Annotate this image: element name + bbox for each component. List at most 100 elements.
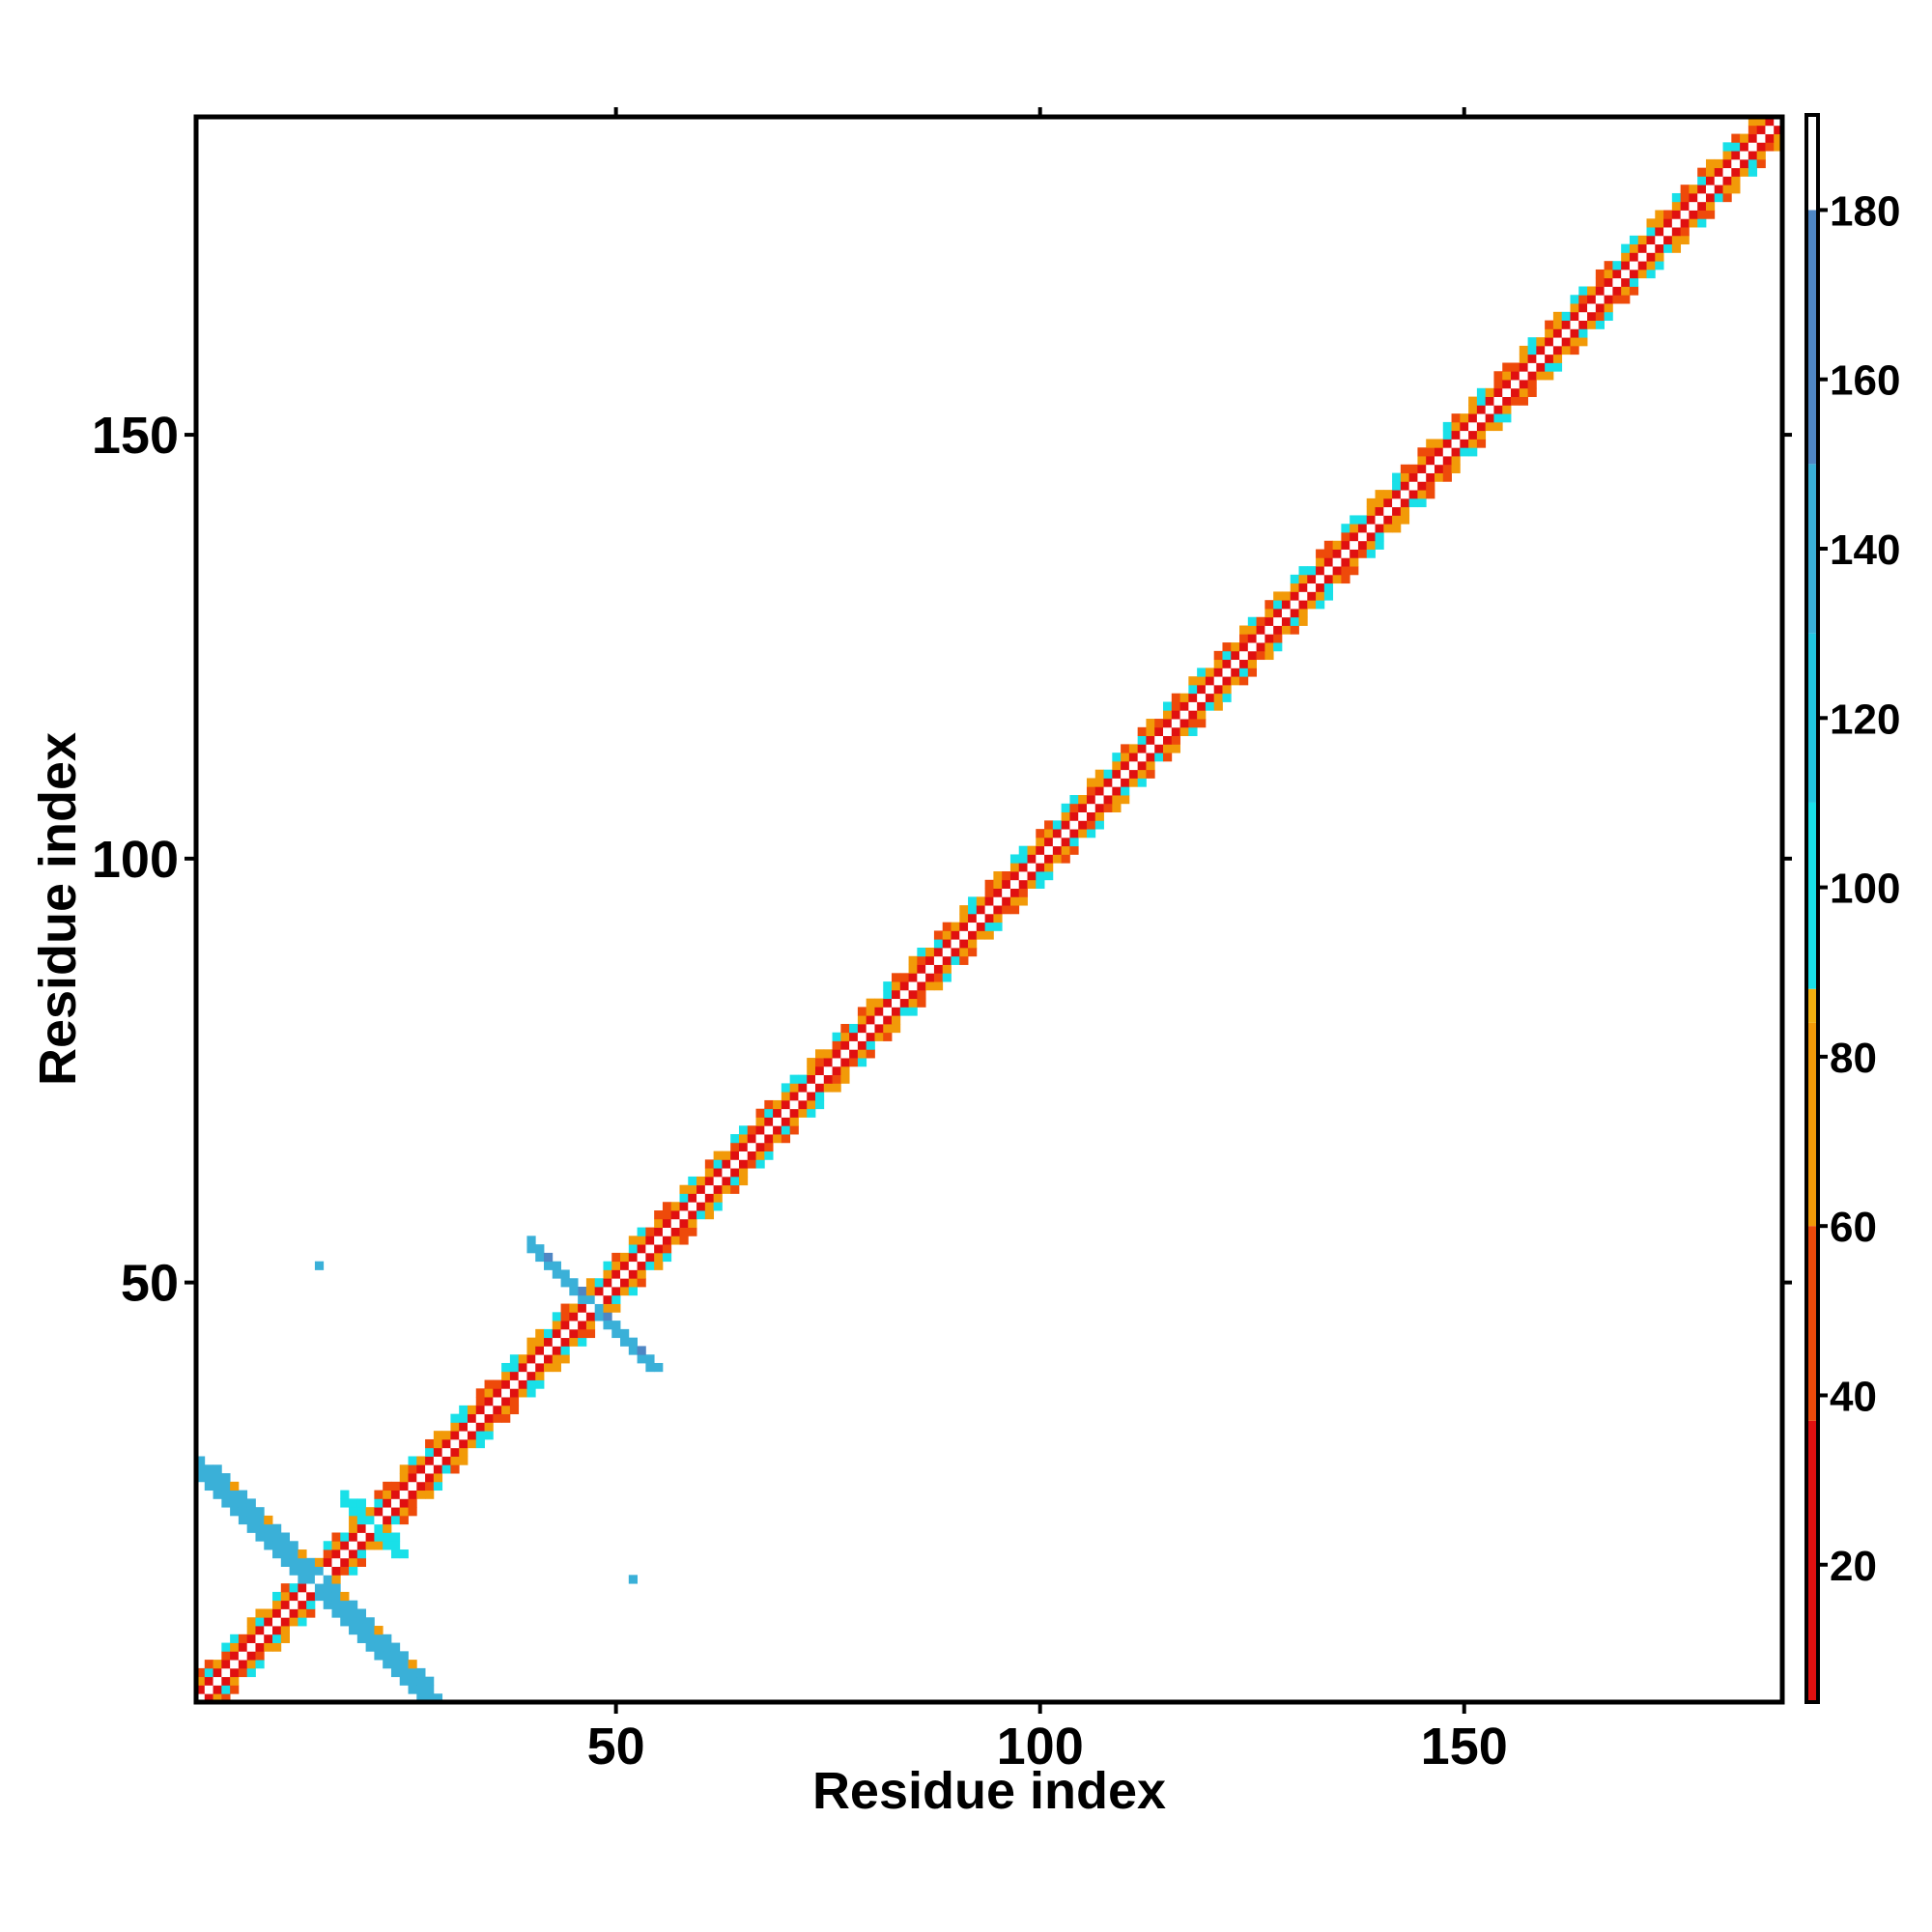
- heatmap-cell: [654, 1362, 664, 1373]
- heatmap-cell: [399, 1490, 409, 1499]
- colorbar-tick-label: 100: [1830, 866, 1900, 913]
- heatmap-cell: [1044, 871, 1054, 881]
- heatmap-cell: [832, 1040, 841, 1050]
- heatmap-cell: [484, 1422, 494, 1432]
- heatmap-cell: [840, 1049, 850, 1059]
- heatmap-cell: [238, 1634, 248, 1643]
- heatmap-cell: [1281, 608, 1292, 618]
- heatmap-cell: [323, 1566, 332, 1576]
- heatmap-cell: [1222, 676, 1232, 686]
- heatmap-cell: [1188, 684, 1198, 695]
- heatmap-cell: [1408, 490, 1418, 499]
- heatmap-cell: [654, 1244, 664, 1254]
- heatmap-cell: [688, 1176, 697, 1186]
- heatmap-cell: [1179, 719, 1189, 728]
- heatmap-cell: [1069, 845, 1079, 855]
- heatmap-cell: [866, 998, 875, 1008]
- heatmap-cell: [221, 1676, 231, 1686]
- heatmap-cell: [883, 989, 893, 1000]
- heatmap-cell: [298, 1608, 307, 1618]
- heatmap-cell: [552, 1346, 561, 1355]
- heatmap-cell: [1264, 608, 1274, 618]
- colorbar-segment: [1808, 633, 1816, 803]
- heatmap-cell: [1222, 668, 1232, 677]
- heatmap-cell: [1604, 295, 1613, 304]
- heatmap-cell: [781, 1092, 791, 1101]
- heatmap-cell: [781, 1125, 791, 1135]
- heatmap-cell: [1655, 235, 1664, 245]
- heatmap-cell: [1671, 210, 1682, 219]
- heatmap-cell: [1247, 625, 1257, 635]
- heatmap-cell: [1290, 574, 1299, 584]
- heatmap-cell: [1256, 634, 1265, 643]
- heatmap-cell: [1722, 151, 1732, 160]
- heatmap-cell: [908, 1007, 918, 1016]
- heatmap-cell: [1756, 142, 1766, 152]
- heatmap-cell: [611, 1303, 621, 1313]
- heatmap-cell: [416, 1464, 426, 1474]
- heatmap-cell: [1714, 176, 1723, 185]
- heatmap-cell: [1527, 354, 1537, 363]
- heatmap-cell: [399, 1667, 409, 1678]
- heatmap-cell: [213, 1481, 222, 1492]
- x-tick-label: 100: [997, 1718, 1084, 1776]
- heatmap-cell: [1044, 837, 1054, 847]
- heatmap-cell: [349, 1626, 358, 1635]
- heatmap-cell: [688, 1227, 697, 1236]
- heatmap-cell: [917, 998, 926, 1008]
- heatmap-cell: [255, 1651, 265, 1661]
- heatmap-cell: [246, 1651, 256, 1661]
- heatmap-cell: [560, 1312, 570, 1321]
- heatmap-cell: [1545, 337, 1554, 347]
- heatmap-cell: [933, 930, 944, 940]
- heatmap-cell: [535, 1371, 545, 1380]
- heatmap-cell: [730, 1134, 740, 1144]
- heatmap-cell: [501, 1362, 511, 1373]
- heatmap-cell: [1426, 481, 1435, 491]
- heatmap-cell: [1587, 303, 1597, 313]
- heatmap-cell: [959, 930, 969, 940]
- heatmap-cell: [289, 1608, 298, 1618]
- heatmap-cell: [620, 1278, 630, 1288]
- heatmap-cell: [645, 1261, 655, 1270]
- heatmap-cell: [331, 1549, 341, 1559]
- heatmap-cell: [968, 913, 978, 923]
- heatmap-cell: [713, 1202, 723, 1211]
- heatmap-cell: [501, 1413, 511, 1423]
- heatmap-cell: [1332, 574, 1342, 584]
- heatmap-cell: [1137, 760, 1147, 771]
- heatmap-cell: [560, 1328, 570, 1339]
- heatmap-cell: [1400, 515, 1410, 525]
- heatmap-cell: [1578, 303, 1588, 313]
- heatmap-cell: [1002, 879, 1011, 889]
- heatmap-cell: [340, 1608, 350, 1618]
- heatmap-cell: [1493, 405, 1503, 414]
- heatmap-cell: [1502, 396, 1512, 406]
- heatmap-cell: [1705, 176, 1716, 185]
- heatmap-cell: [246, 1667, 256, 1678]
- heatmap-cell: [1545, 371, 1554, 381]
- heatmap-cell: [356, 1608, 367, 1618]
- heatmap-cell: [272, 1532, 282, 1542]
- heatmap-cell: [764, 1099, 774, 1110]
- heatmap-cell: [374, 1515, 384, 1525]
- heatmap-cell: [578, 1287, 587, 1296]
- heatmap-cell: [272, 1541, 282, 1550]
- heatmap-cell: [1086, 829, 1096, 838]
- heatmap-cell: [1468, 396, 1478, 406]
- heatmap-cell: [230, 1481, 240, 1492]
- heatmap-cell: [1009, 888, 1020, 897]
- heatmap-cell: [246, 1507, 256, 1517]
- heatmap-cell: [1027, 879, 1037, 889]
- heatmap-cell: [1570, 311, 1579, 322]
- heatmap-cell: [1239, 642, 1249, 652]
- heatmap-cell: [764, 1117, 774, 1126]
- heatmap-cell: [704, 1210, 715, 1220]
- heatmap-cell: [993, 871, 1003, 881]
- heatmap-cell: [611, 1261, 621, 1270]
- heatmap-cell: [637, 1354, 646, 1364]
- heatmap-cell: [1256, 616, 1265, 626]
- heatmap-cell: [569, 1321, 579, 1330]
- heatmap-cell: [552, 1362, 561, 1373]
- heatmap-cell: [637, 1244, 646, 1254]
